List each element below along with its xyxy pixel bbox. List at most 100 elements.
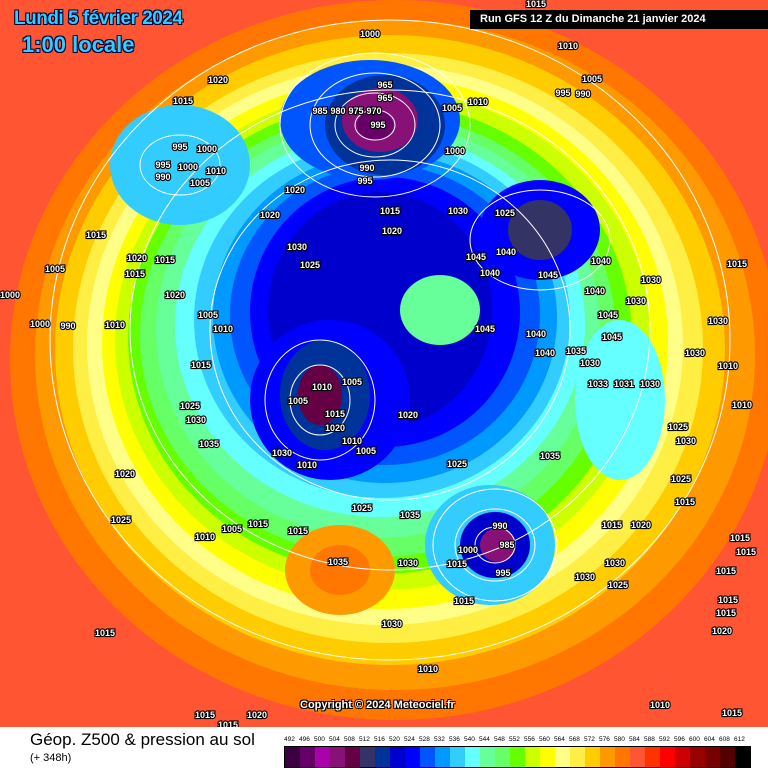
legend-label: 496 bbox=[299, 736, 310, 743]
legend-swatch bbox=[435, 747, 450, 767]
pressure-label: 1025 bbox=[352, 503, 372, 513]
legend-label: 568 bbox=[569, 736, 580, 743]
pressure-label: 1005 bbox=[442, 103, 462, 113]
pressure-label: 1040 bbox=[585, 286, 605, 296]
pressure-label: 1005 bbox=[222, 524, 242, 534]
pressure-label: 1045 bbox=[602, 332, 622, 342]
pressure-label: 1020 bbox=[631, 520, 651, 530]
legend-label: 536 bbox=[449, 736, 460, 743]
pressure-label: 1000 bbox=[360, 29, 380, 39]
legend-label: 572 bbox=[584, 736, 595, 743]
legend-swatch bbox=[330, 747, 345, 767]
pressure-label: 965 bbox=[377, 80, 392, 90]
legend-swatch bbox=[660, 747, 675, 767]
pressure-label: 1030 bbox=[641, 275, 661, 285]
legend-label: 584 bbox=[629, 736, 640, 743]
legend-swatch bbox=[630, 747, 645, 767]
legend-label: 540 bbox=[464, 736, 475, 743]
legend-swatch bbox=[360, 747, 375, 767]
pressure-label: 995 bbox=[370, 120, 385, 130]
pressure-label: 1030 bbox=[580, 358, 600, 368]
pressure-label: 1015 bbox=[675, 497, 695, 507]
z500-lobe bbox=[298, 365, 342, 425]
pressure-label: 1015 bbox=[325, 409, 345, 419]
legend-label: 492 bbox=[284, 736, 295, 743]
pressure-label: 1010 bbox=[732, 400, 752, 410]
pressure-label: 1000 bbox=[445, 146, 465, 156]
pressure-label: 1040 bbox=[591, 256, 611, 266]
z500-lobe bbox=[110, 105, 250, 225]
legend-swatches bbox=[284, 746, 751, 768]
pressure-label: 1015 bbox=[86, 230, 106, 240]
pressure-label: 1010 bbox=[195, 532, 215, 542]
isobar bbox=[454, 508, 536, 582]
pressure-label: 1020 bbox=[127, 253, 147, 263]
pressure-label: 995 bbox=[555, 88, 570, 98]
pressure-label: 990 bbox=[575, 89, 590, 99]
pressure-label: 970 bbox=[366, 106, 381, 116]
pressure-label: 1015 bbox=[195, 710, 215, 720]
legend-label: 528 bbox=[419, 736, 430, 743]
pressure-label: 1015 bbox=[716, 608, 736, 618]
pressure-label: 1030 bbox=[626, 296, 646, 306]
isobar bbox=[309, 72, 441, 178]
legend-label: 556 bbox=[524, 736, 535, 743]
pressure-label: 1020 bbox=[115, 469, 135, 479]
pressure-label: 1000 bbox=[0, 290, 20, 300]
legend-swatch bbox=[615, 747, 630, 767]
pressure-label: 1030 bbox=[382, 619, 402, 629]
legend-label: 512 bbox=[359, 736, 370, 743]
pressure-label: 1020 bbox=[325, 423, 345, 433]
pressure-label: 1020 bbox=[260, 210, 280, 220]
legend-swatch bbox=[450, 747, 465, 767]
pressure-label: 995 bbox=[172, 142, 187, 152]
legend-label: 544 bbox=[479, 736, 490, 743]
isobar bbox=[354, 109, 396, 141]
legend-swatch bbox=[405, 747, 420, 767]
pressure-label: 1015 bbox=[716, 566, 736, 576]
pressure-label: 1035 bbox=[400, 510, 420, 520]
forecast-hour: (+ 348h) bbox=[30, 752, 72, 764]
isobar bbox=[279, 52, 471, 198]
isobar bbox=[264, 339, 376, 461]
pressure-label: 1025 bbox=[668, 422, 688, 432]
pressure-label: 1015 bbox=[602, 520, 622, 530]
pressure-label: 1035 bbox=[540, 451, 560, 461]
isobar bbox=[469, 189, 611, 291]
legend-label: 592 bbox=[659, 736, 670, 743]
isobar-lines bbox=[49, 19, 731, 661]
legend-label: 504 bbox=[329, 736, 340, 743]
pressure-label: 1020 bbox=[382, 226, 402, 236]
legend-swatch bbox=[705, 747, 720, 767]
pressure-label: 1005 bbox=[45, 264, 65, 274]
legend-swatch bbox=[510, 747, 525, 767]
pressure-label: 1015 bbox=[155, 255, 175, 265]
pressure-label: 1015 bbox=[95, 628, 115, 638]
pressure-label: 995 bbox=[495, 568, 510, 578]
pressure-label: 1020 bbox=[285, 185, 305, 195]
legend-swatch bbox=[540, 747, 555, 767]
pressure-label: 1000 bbox=[458, 545, 478, 555]
legend-swatch bbox=[495, 747, 510, 767]
model-run-label: Run GFS 12 Z du Dimanche 21 janvier 2024 bbox=[470, 10, 768, 29]
legend-swatch bbox=[315, 747, 330, 767]
pressure-label: 1033 bbox=[588, 379, 608, 389]
pressure-label: 1015 bbox=[447, 559, 467, 569]
pressure-label: 975 bbox=[348, 106, 363, 116]
pressure-label: 1030 bbox=[640, 379, 660, 389]
pressure-label: 1031 bbox=[614, 379, 634, 389]
legend-swatch bbox=[600, 747, 615, 767]
legend-swatch bbox=[690, 747, 705, 767]
pressure-label: 1025 bbox=[111, 515, 131, 525]
pressure-label: 1010 bbox=[558, 41, 578, 51]
pressure-label: 985 bbox=[312, 106, 327, 116]
pressure-label: 1015 bbox=[736, 547, 756, 557]
pressure-label: 990 bbox=[492, 521, 507, 531]
color-legend: 492 496 500 504 508 512 516 520 524 528 532 536 540 5… bbox=[284, 736, 751, 768]
pressure-label: 1010 bbox=[342, 436, 362, 446]
pressure-label: 1015 bbox=[288, 526, 308, 536]
pressure-label: 995 bbox=[357, 176, 372, 186]
pressure-label: 1015 bbox=[526, 0, 546, 9]
